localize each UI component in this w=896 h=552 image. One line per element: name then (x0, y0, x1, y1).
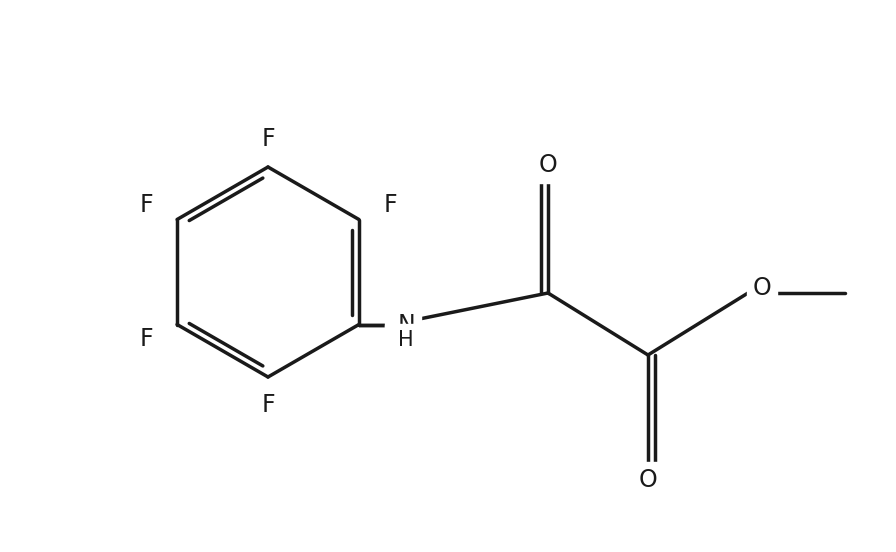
Text: O: O (639, 468, 658, 492)
Text: N: N (391, 312, 409, 337)
Text: N: N (398, 312, 416, 337)
Text: F: F (139, 326, 153, 351)
Text: H: H (391, 331, 407, 351)
Text: F: F (262, 393, 275, 417)
Text: F: F (262, 127, 275, 151)
Text: F: F (383, 194, 397, 217)
Text: O: O (538, 153, 557, 177)
Text: O: O (753, 276, 771, 300)
Text: F: F (139, 194, 153, 217)
Text: H: H (398, 330, 414, 349)
